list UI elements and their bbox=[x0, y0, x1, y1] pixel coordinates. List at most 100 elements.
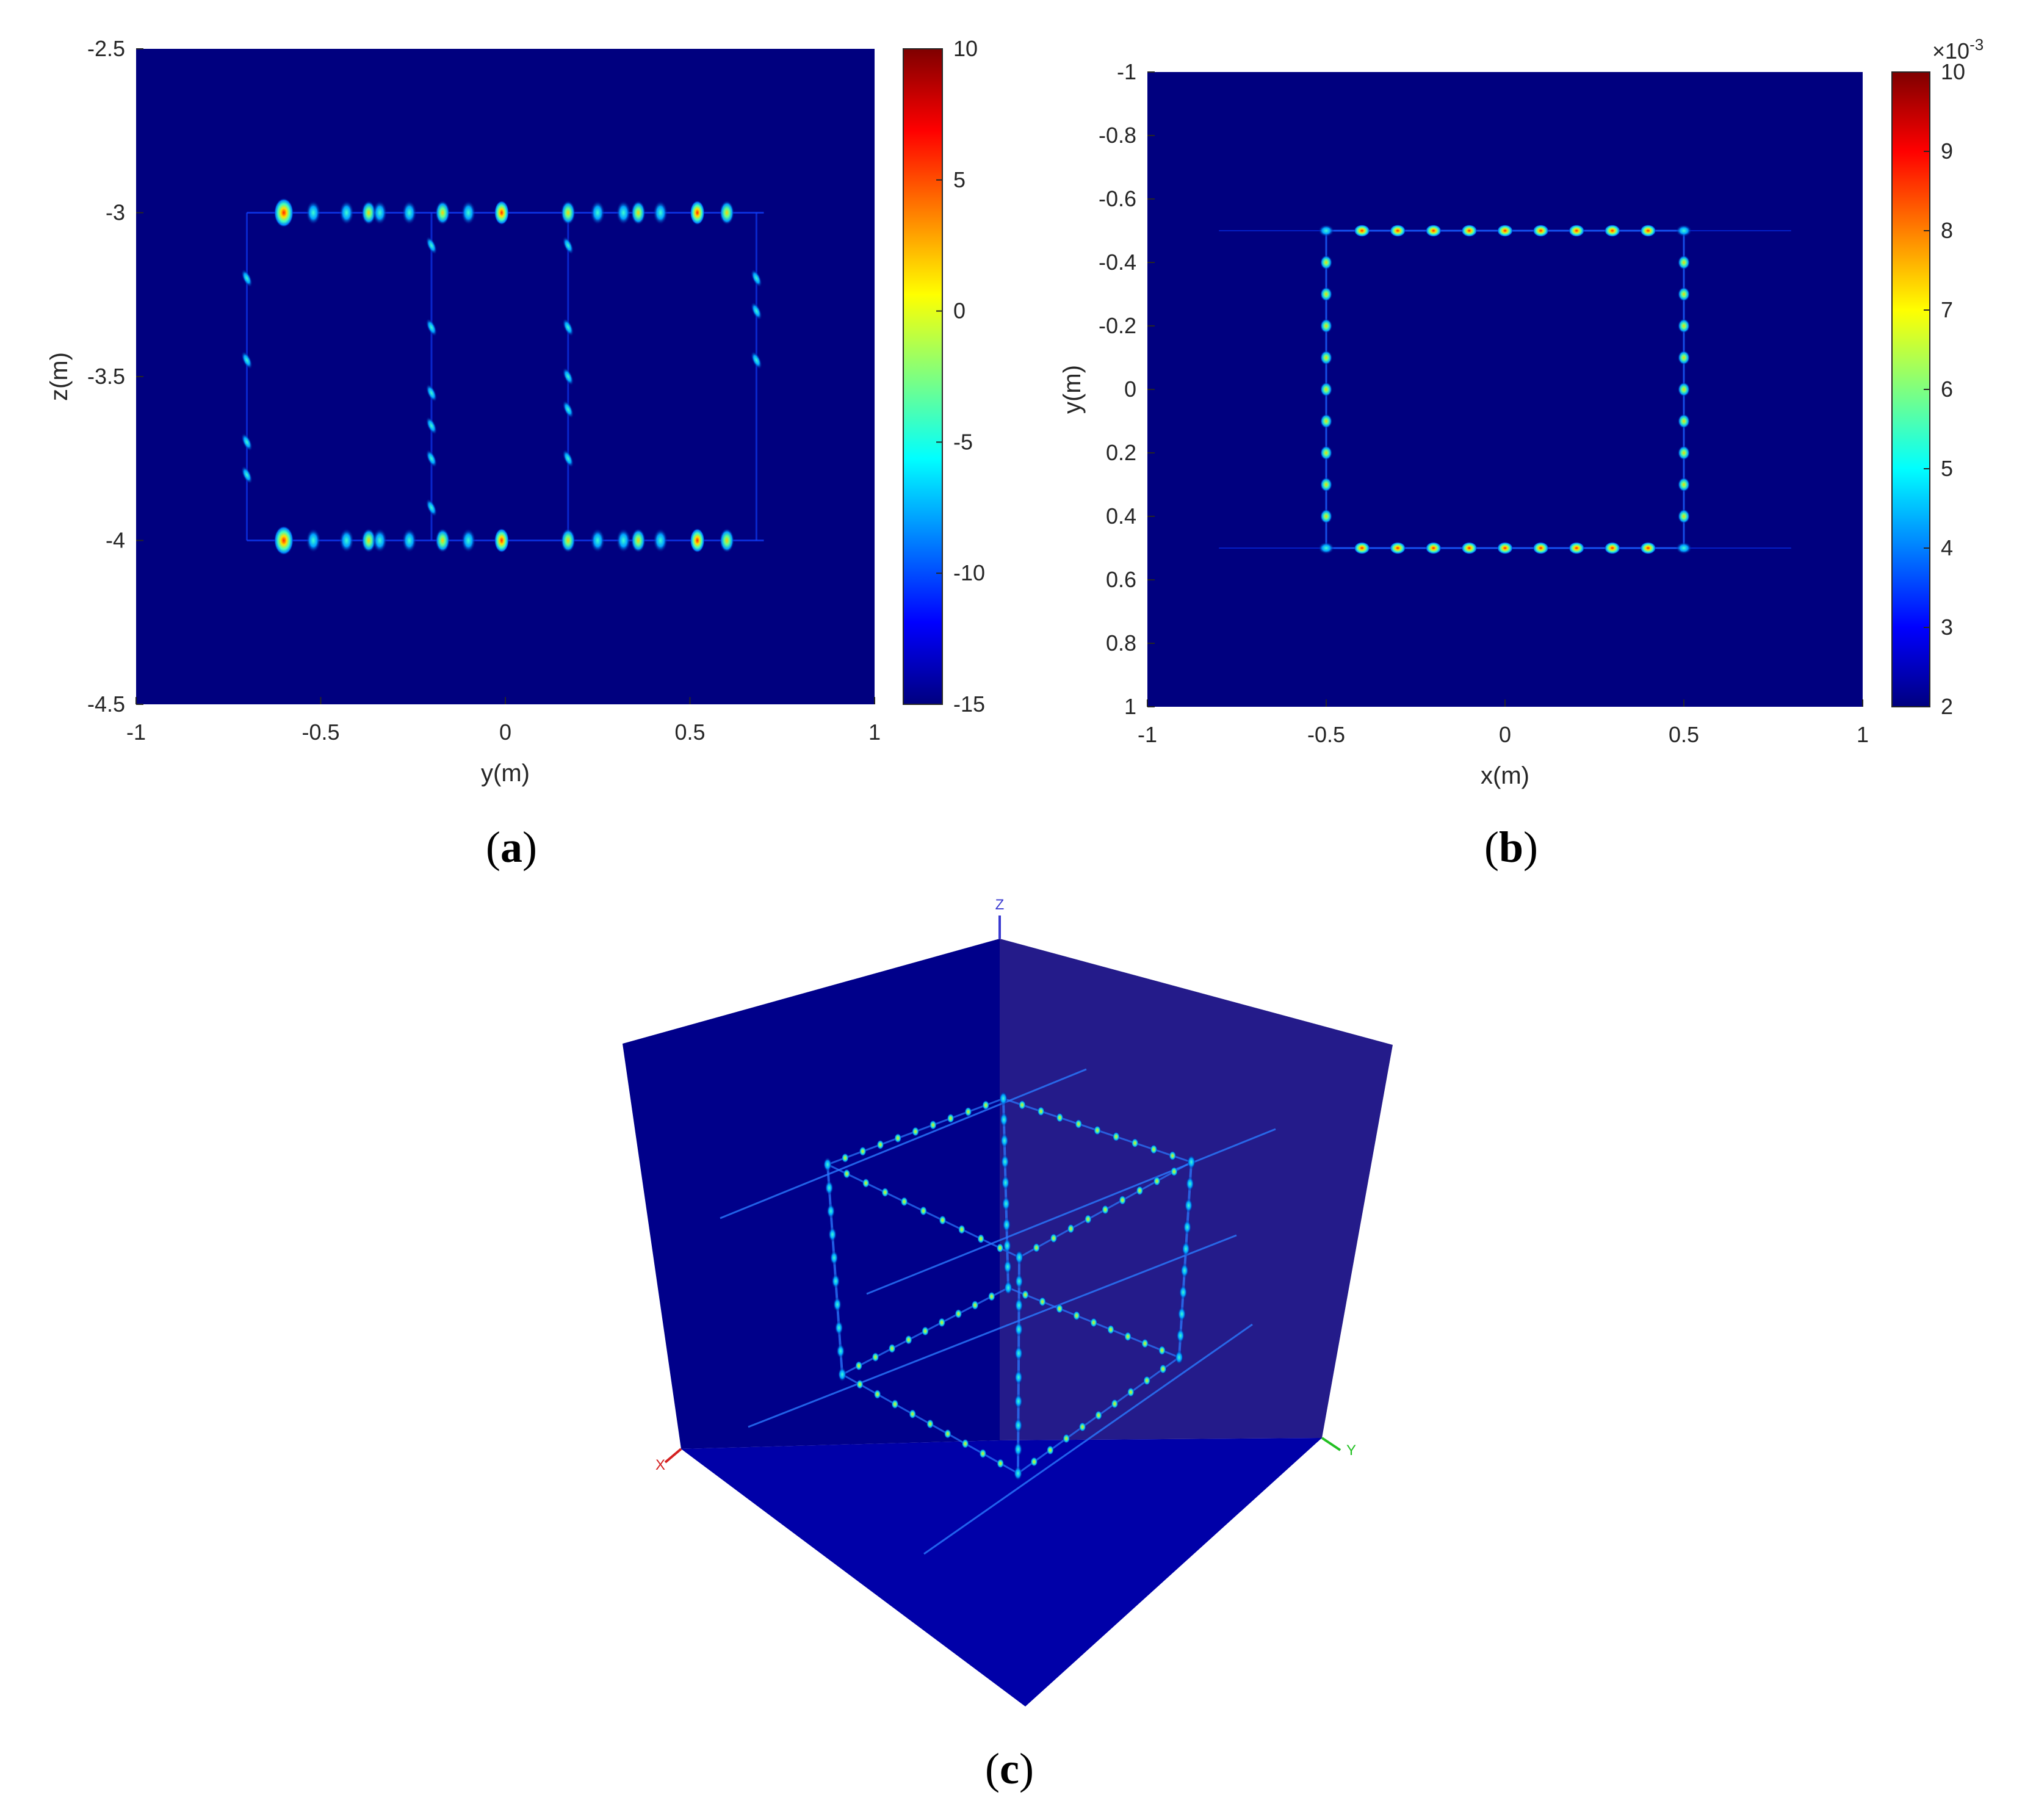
panel-b-spot bbox=[1678, 350, 1690, 365]
panel-b-spot bbox=[1604, 542, 1620, 554]
panel-b-xtick-label: 1 bbox=[1857, 722, 1869, 747]
panel-c-spot bbox=[1003, 1238, 1012, 1254]
panel-b-cbtick-label: 7 bbox=[1941, 297, 1953, 322]
panel-c-spot bbox=[1004, 1280, 1013, 1295]
panel-a-spot bbox=[720, 200, 734, 225]
panel-c-spot bbox=[1000, 1133, 1009, 1148]
panel-a-spot bbox=[425, 416, 438, 435]
panel-a-spot bbox=[372, 528, 388, 553]
panel-a-spot bbox=[339, 200, 354, 225]
panel-b-ytick-label: 1 bbox=[1124, 694, 1136, 719]
panel-c-spot bbox=[920, 1206, 927, 1216]
panel-c-spot bbox=[1014, 1466, 1022, 1481]
panel-a-spot bbox=[494, 200, 509, 225]
panel-a-spot bbox=[425, 499, 438, 517]
panel-c-spot bbox=[1056, 1113, 1064, 1123]
panel-a-spot bbox=[590, 528, 605, 553]
panel-b-spot bbox=[1640, 542, 1656, 554]
panel-a-spot bbox=[402, 528, 417, 553]
panel-b-xtick-label: -1 bbox=[1138, 722, 1157, 747]
y-axis-line bbox=[1321, 1437, 1341, 1451]
panel-c-spot bbox=[979, 1448, 987, 1459]
panel-c-spot bbox=[1014, 1346, 1023, 1361]
panel-a-spot bbox=[720, 528, 734, 553]
panel-b-ytick-label: -1 bbox=[1117, 59, 1136, 84]
panel-a-spot bbox=[361, 528, 377, 553]
y-axis-label: Y bbox=[1346, 1442, 1356, 1459]
panel-c-spot bbox=[958, 1224, 966, 1235]
panel-c-spot bbox=[1001, 1175, 1010, 1190]
panel-c-spot bbox=[1002, 1217, 1011, 1232]
panel-c-spot bbox=[982, 1100, 990, 1110]
panel-c-structure-line bbox=[1178, 1161, 1193, 1358]
panel-a-ytick-label: -3.5 bbox=[87, 364, 125, 389]
panel-c-spot bbox=[1084, 1214, 1092, 1224]
panel-c-spot bbox=[1039, 1296, 1046, 1307]
panel-a-spot bbox=[560, 200, 576, 225]
panel-b-spot bbox=[1678, 509, 1690, 524]
panel-b-spot bbox=[1320, 319, 1332, 333]
panel-a-spot bbox=[590, 200, 605, 225]
panel-a-cbtick-label: 10 bbox=[953, 36, 978, 61]
panel-a-spot bbox=[435, 528, 450, 553]
panel-a-chart: -1 -0.5 0 0.5 1 -2.5 -3 -3.5 -4 -4.5 y(m) z(m) 1… bbox=[46, 36, 985, 872]
panel-b-y-ticks: -1 -0.8 -0.6 -0.4 -0.2 0 0.2 0.4 0.6 0.8 1 bbox=[1099, 59, 1155, 719]
panel-a-spot bbox=[402, 200, 417, 225]
panel-a-spot bbox=[751, 351, 762, 369]
panel-b-spot bbox=[1320, 446, 1332, 460]
panel-b-spot bbox=[1318, 542, 1334, 554]
panel-c-spot bbox=[1018, 1100, 1026, 1110]
panel-c-spot bbox=[955, 1309, 962, 1319]
panel-b-spot bbox=[1425, 542, 1442, 554]
panel-c-spot bbox=[1067, 1224, 1075, 1234]
panel-a-spot bbox=[560, 528, 576, 553]
panel-c-spot bbox=[999, 1091, 1008, 1106]
panel-c-spot bbox=[1176, 1328, 1185, 1343]
panel-b-xlabel: x(m) bbox=[1481, 762, 1529, 789]
panel-c-spot bbox=[1000, 1154, 1009, 1169]
panel-c-spot bbox=[1014, 1322, 1023, 1337]
panel-c-spot bbox=[1014, 1370, 1023, 1385]
panel-a-spot bbox=[461, 528, 476, 553]
panel-c-spot bbox=[1014, 1418, 1023, 1433]
panel-b-scatter-spots bbox=[1318, 225, 1692, 554]
panel-c-spot bbox=[944, 1429, 951, 1439]
panel-b-spot bbox=[1678, 477, 1690, 492]
panel-c-spot bbox=[1150, 1144, 1158, 1155]
panel-a-cbtick-label: -5 bbox=[953, 429, 973, 454]
panel-c-spot bbox=[922, 1326, 929, 1336]
panel-c-spot bbox=[938, 1317, 946, 1327]
panel-c-3d-volume: Z X Y (c) bbox=[623, 897, 1393, 1793]
panel-b-cbtick-label: 6 bbox=[1941, 377, 1953, 402]
panel-a-spot bbox=[494, 528, 509, 553]
panel-c-spot bbox=[834, 1320, 843, 1335]
panel-c-spot bbox=[859, 1146, 867, 1157]
panel-b-ytick-label: -0.6 bbox=[1099, 186, 1136, 211]
panel-c-spot bbox=[1102, 1205, 1109, 1215]
panel-b-cbtick-label: 4 bbox=[1941, 535, 1953, 560]
panel-c-spot bbox=[1141, 1338, 1149, 1349]
panel-b-spot bbox=[1425, 225, 1442, 237]
panel-b-spot bbox=[1320, 414, 1332, 428]
panel-c-structure-line bbox=[826, 1164, 843, 1375]
panel-c-spot bbox=[829, 1250, 839, 1265]
panel-b-spot bbox=[1678, 382, 1690, 397]
panel-c-spot bbox=[891, 1399, 899, 1409]
panel-b-ytick-label: 0.4 bbox=[1106, 504, 1136, 529]
panel-b-plot-area bbox=[1147, 72, 1863, 707]
panel-a-ytick-label: -4 bbox=[106, 528, 125, 553]
panel-c-spot bbox=[1014, 1442, 1023, 1457]
panel-a-spot bbox=[653, 528, 668, 553]
panel-a-spot bbox=[306, 528, 321, 553]
panel-a-spot bbox=[751, 269, 762, 287]
panel-c-spot bbox=[1187, 1155, 1196, 1169]
panel-c-spot bbox=[876, 1139, 884, 1150]
panel-c-spot bbox=[856, 1379, 864, 1390]
panel-c-spot bbox=[826, 1204, 836, 1219]
panel-a-xlabel: y(m) bbox=[481, 760, 530, 787]
panel-a-xtick-label: 1 bbox=[868, 720, 881, 745]
panel-a-spot bbox=[241, 351, 253, 369]
panel-b-spot bbox=[1532, 542, 1549, 554]
panel-c-spot bbox=[1169, 1150, 1177, 1161]
panel-c-spot bbox=[1050, 1233, 1058, 1243]
